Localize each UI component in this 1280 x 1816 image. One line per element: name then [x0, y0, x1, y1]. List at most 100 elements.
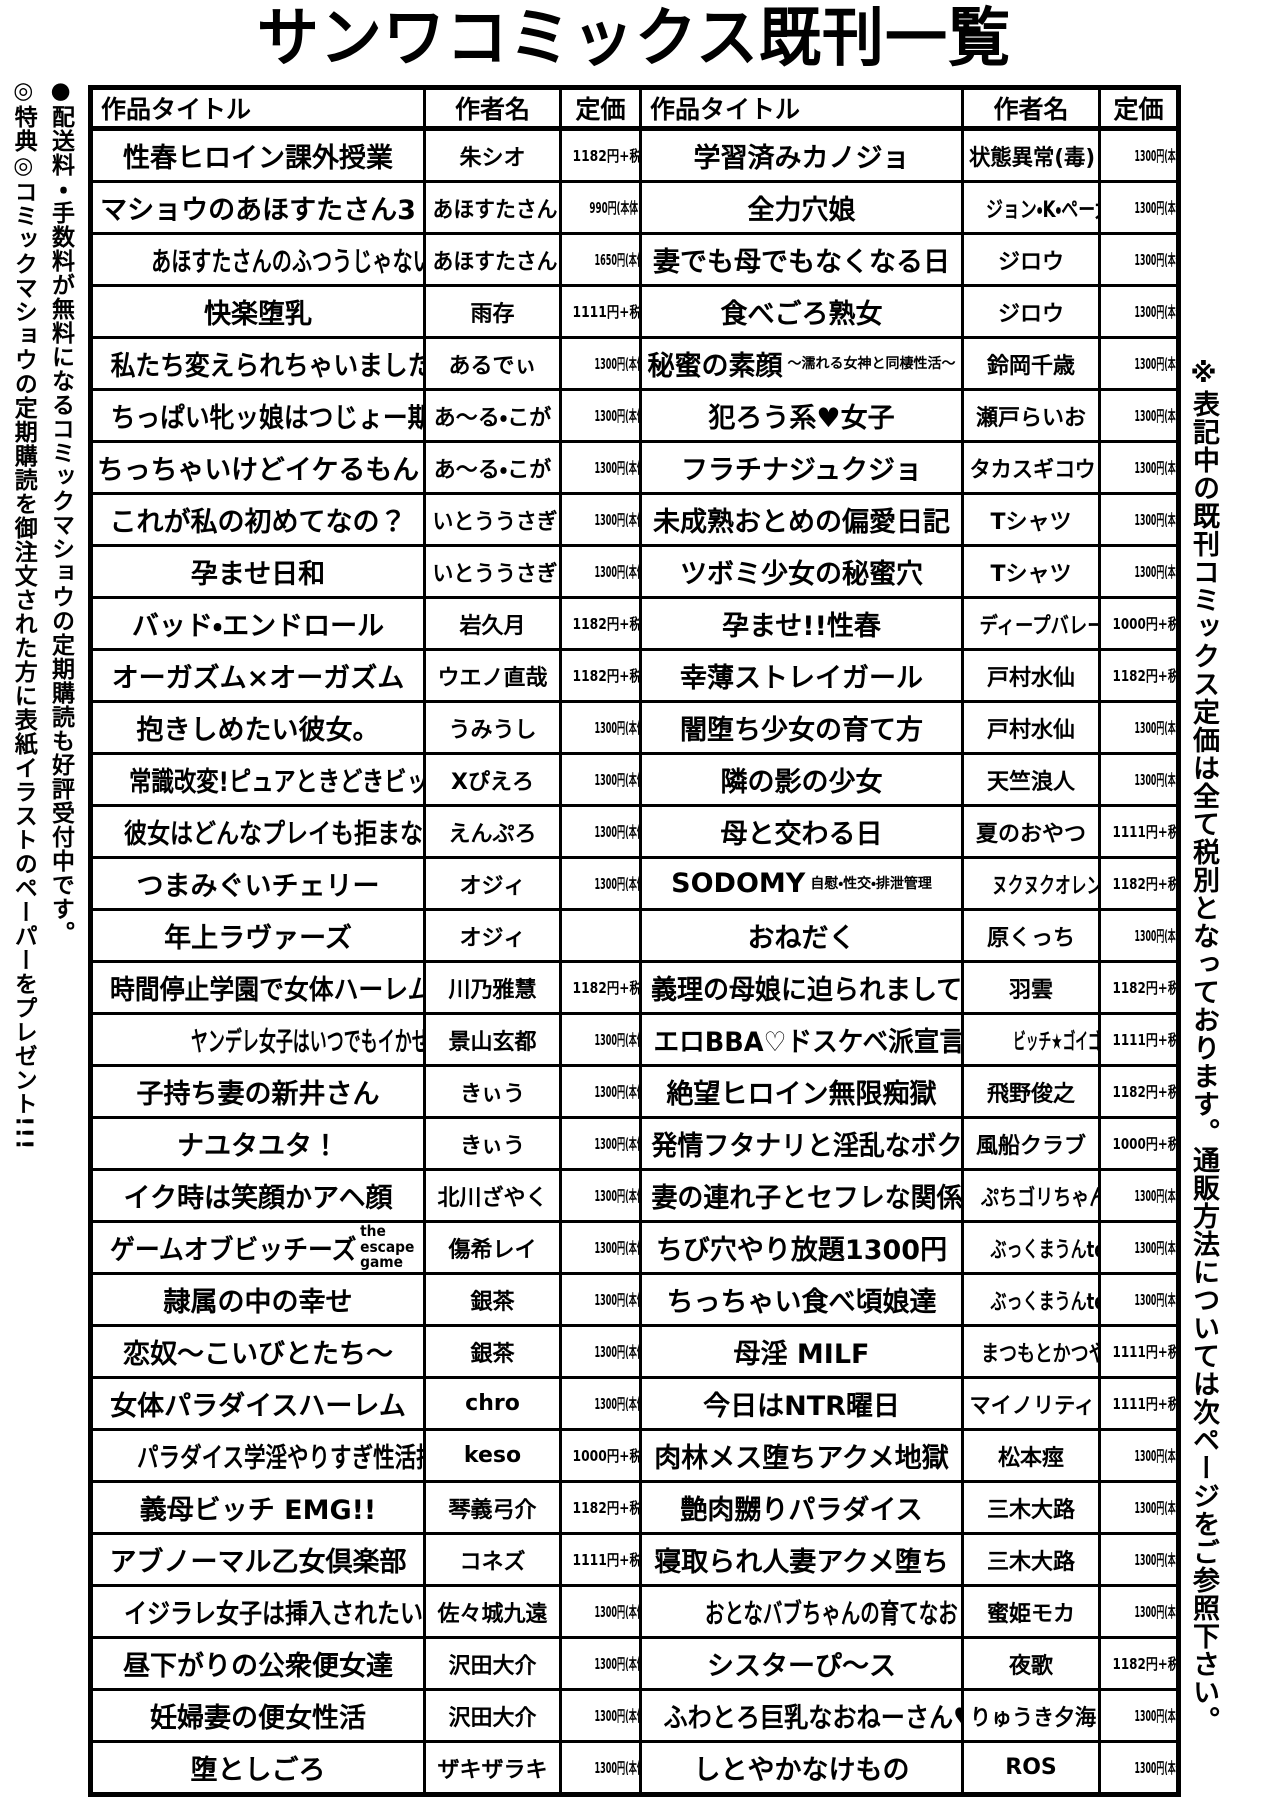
price-cell: 1182円+税: [1098, 648, 1180, 703]
price-cell: 1300円(本体+税): [1098, 127, 1180, 183]
title-cell: 学習済みカノジョ: [639, 127, 964, 183]
price: 1300円(本体+税): [1134, 771, 1176, 789]
price: 1000円+税: [1112, 615, 1179, 633]
author-name: 天竺浪人: [986, 769, 1075, 795]
table-row: バッド・エンドロール 岩久月 1182円+税 孕ませ!!性春 ディープバレー 1000円+…: [89, 596, 1180, 651]
author-cell: 夏のおやつ: [961, 804, 1101, 859]
author-cell: 蜜姫モカ: [961, 1584, 1101, 1639]
price-cell: 1300円(本体+税): [559, 1324, 642, 1379]
price-cell: 1182円+税: [559, 1480, 642, 1535]
title-cell: 肉林メス堕ちアクメ地獄: [639, 1428, 964, 1483]
author-cell: 銀茶: [423, 1324, 562, 1379]
title-cell: 時間停止学園で女体ハーレム: [89, 960, 426, 1015]
title-cell: 昼下がりの公衆便女達: [89, 1636, 426, 1691]
author-name: chro: [465, 1391, 520, 1416]
price: 1300円(本体+税): [594, 355, 638, 373]
title-cell: 快楽堕乳: [89, 284, 426, 339]
price-cell: 1300円(本体+税): [1098, 1480, 1180, 1535]
author-cell: まつもとかつや: [961, 1324, 1101, 1379]
title-cell: フラチナジュクジョ: [639, 440, 964, 495]
work-title: しとやかなけもの: [693, 1755, 910, 1786]
work-title: 幸薄ストレイガール: [680, 663, 923, 694]
author-cell: 飛野俊之: [961, 1064, 1101, 1119]
author-cell: りゅうき夕海: [961, 1688, 1101, 1743]
price: 1300円(本体+税): [594, 511, 638, 529]
work-title: イジラレ女子は挿入されたい。: [123, 1599, 425, 1630]
title-cell: 常識改変!ピュアときどきビッチ: [89, 752, 426, 807]
title-cell: 未成熟おとめの偏愛日記: [639, 492, 964, 547]
title-cell: 母淫 MILF: [639, 1324, 964, 1379]
work-title: 絶望ヒロイン無限痴獄: [666, 1079, 937, 1110]
subscription-note: ●配送料・手数料が無料になるコミックマショウの定期購読も好評受付中です。: [47, 78, 74, 945]
author-name: あ〜る・こが: [433, 405, 552, 431]
work-title: これが私の初めてなの？: [109, 507, 407, 538]
title-cell: ナユタユタ！: [89, 1116, 426, 1171]
table-row: 子持ち妻の新井さん きぃう 1300円(本体+税) 絶望ヒロイン無限痴獄 飛野俊之 118…: [89, 1064, 1180, 1119]
work-title: 闇堕ち少女の育て方: [680, 715, 923, 746]
title-cell: 闇堕ち少女の育て方: [639, 700, 964, 755]
price: 1111円+税: [572, 1551, 641, 1569]
title-cell: 絶望ヒロイン無限痴獄: [639, 1064, 964, 1119]
title-cell: シスターぴ〜ス: [639, 1636, 964, 1691]
header-author-right: 作者名: [961, 86, 1101, 131]
price: 1300円(本体+税): [594, 1343, 638, 1361]
author-name: あ〜る・こが: [433, 457, 552, 483]
work-title: マショウのあほすたさん3: [100, 195, 416, 226]
work-title: 母と交わる日: [720, 819, 883, 850]
work-title: ちび穴やり放題1300円: [655, 1235, 948, 1266]
title-cell: 発情フタナリと淫乱なボク: [639, 1116, 964, 1171]
author-cell: きぃう: [423, 1116, 562, 1171]
title-cell: 隷属の中の幸せ: [89, 1272, 426, 1327]
table-row: アブノーマル乙女倶楽部 コネズ 1111円+税 寝取られ人妻アクメ堕ち 三木大路 1300…: [89, 1532, 1180, 1587]
author-name: 銀茶: [470, 1289, 515, 1315]
author-name: 佐々城九遠: [437, 1601, 548, 1627]
title-cell: 堕としごろ: [89, 1740, 426, 1796]
author-cell: 鈴岡千歳: [961, 336, 1101, 391]
price: 1000円+税: [1112, 1135, 1179, 1153]
title-cell: 食べごろ熟女: [639, 284, 964, 339]
price-cell: 1111円+税: [559, 284, 642, 339]
work-title: おねだく: [747, 923, 856, 954]
author-name: タカスギコウ: [969, 457, 1096, 483]
price: 1300円(本体+税): [1134, 407, 1176, 425]
title-cell: 義理の母娘に迫られまして: [639, 960, 964, 1015]
title-cell: 性春ヒロイン課外授業: [89, 127, 426, 183]
table-row: 時間停止学園で女体ハーレム 川乃雅慧 1182円+税 義理の母娘に迫られまして 羽雲 11…: [89, 960, 1180, 1015]
price-cell: 1300円(本体+税): [1098, 232, 1180, 287]
title-cell: パラダイス学淫やりすぎ性活指導: [89, 1428, 426, 1483]
author-name: ヌクヌクオレンジ: [991, 873, 1097, 899]
author-cell: 琴義弓介: [423, 1480, 562, 1535]
author-name: ビッチ★ゴイゴスター: [1013, 1029, 1100, 1055]
title-cell: ヤンデレ女子はいつでもイかせたがってる: [89, 1012, 426, 1067]
work-title: 全力穴娘: [747, 195, 856, 226]
work-title: パラダイス学淫やりすぎ性活指導: [137, 1443, 421, 1474]
price-cell: 1650円(本体+税): [559, 232, 642, 287]
title-cell: つまみぐいチェリー: [89, 856, 426, 911]
work-title: 肉林メス堕ちアクメ地獄: [654, 1443, 949, 1474]
price: 1300円(本体+税): [594, 1395, 638, 1413]
title-cell: 犯ろう系♥女子: [639, 388, 964, 443]
title-cell: 孕ませ日和: [89, 544, 426, 599]
author-name: あほすたさん: [432, 197, 558, 223]
author-name: ROS: [1005, 1755, 1057, 1780]
price: 1182円+税: [572, 147, 641, 165]
title-cell: ふわとろ巨乳なおねーさん♥: [639, 1688, 964, 1743]
author-cell: Tシャツ: [961, 492, 1101, 547]
price-cell: 1182円+税: [559, 648, 642, 703]
table-row: 常識改変!ピュアときどきビッチ Xぴえろ 1300円(本体+税) 隣の影の少女 天竺浪人…: [89, 752, 1180, 807]
author-name: ジョン・K・ペー太: [986, 197, 1100, 223]
price: 1300円(本体+税): [1134, 719, 1176, 737]
author-cell: ジロウ: [961, 232, 1101, 287]
price-cell: 1300円(本体+税): [559, 440, 642, 495]
right-margin-note: ※表記中の既刊コミックス定価は全て税別となっております。通販方法については次ペー…: [1188, 358, 1220, 1734]
author-cell: ヌクヌクオレンジ: [961, 856, 1101, 911]
price-cell: 1300円(本体+税): [559, 1376, 642, 1431]
author-cell: 景山玄都: [423, 1012, 562, 1067]
author-cell: 三木大路: [961, 1532, 1101, 1587]
price-cell: 1300円(本体+税): [1098, 180, 1180, 235]
price: 1300円(本体+税): [1134, 927, 1176, 945]
price: 1300円(本体+税): [594, 407, 638, 425]
price: 1300円(本体+税): [1134, 1707, 1176, 1725]
price-cell: 1300円(本体+税): [1098, 1688, 1180, 1743]
